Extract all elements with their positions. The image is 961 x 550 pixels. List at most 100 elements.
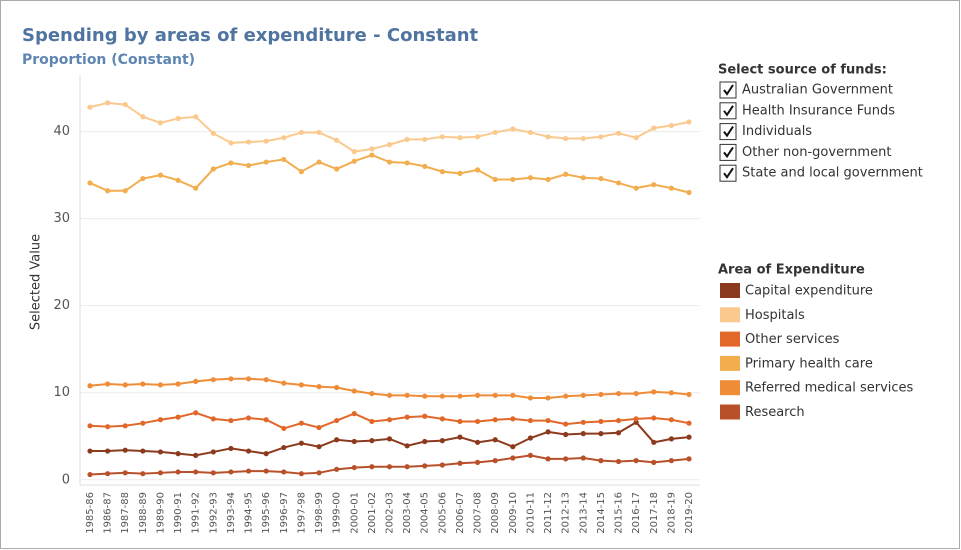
checkmark [723, 167, 734, 179]
point [492, 417, 498, 423]
point [228, 469, 234, 475]
point [281, 135, 287, 141]
point [263, 468, 269, 474]
x-tick-label: 2002-03 [385, 492, 396, 534]
legend-swatch [720, 331, 740, 347]
x-tick-label: 2014-15 [596, 492, 607, 534]
checkbox[interactable] [719, 143, 737, 161]
point [245, 415, 252, 421]
point [492, 437, 498, 443]
x-tick-label: 1986-87 [103, 492, 114, 534]
point [175, 469, 181, 475]
point [281, 469, 287, 475]
x-tick-label: 2005-06 [437, 492, 448, 534]
point [598, 431, 604, 437]
point [422, 136, 428, 143]
point [193, 452, 199, 459]
point [175, 381, 181, 387]
point [633, 416, 639, 422]
point [334, 466, 340, 472]
legend-swatch [720, 404, 740, 420]
point [686, 456, 692, 462]
checkmark [723, 126, 734, 138]
point [563, 135, 569, 142]
point [545, 134, 551, 140]
point [298, 440, 305, 446]
point [193, 378, 199, 385]
point [580, 419, 586, 425]
point [651, 459, 657, 465]
point [122, 101, 128, 108]
point [580, 431, 586, 437]
x-tick-label: 2007-08 [473, 492, 484, 534]
point [263, 417, 269, 423]
point [439, 416, 445, 422]
x-tick-label: 2016-17 [631, 492, 642, 534]
point [316, 129, 322, 136]
point [615, 180, 622, 186]
x-tick-label: 2013-14 [578, 492, 589, 534]
filter-option[interactable]: Health Insurance Funds [742, 103, 895, 118]
point [193, 469, 199, 475]
point [580, 455, 586, 461]
checkbox[interactable] [719, 164, 737, 182]
point [598, 391, 604, 398]
point [140, 420, 146, 426]
x-tick-label: 1995-96 [261, 492, 272, 534]
checkmark [723, 84, 734, 96]
point [386, 142, 393, 148]
point [298, 382, 305, 388]
filter-option[interactable]: Australian Government [742, 83, 893, 98]
point [439, 169, 445, 175]
checkbox[interactable] [719, 81, 737, 99]
point [334, 437, 340, 443]
point [457, 460, 463, 466]
point [210, 166, 216, 172]
point [316, 384, 322, 390]
point [386, 392, 393, 398]
point [474, 167, 481, 173]
filter-option[interactable]: Individuals [742, 124, 812, 139]
point [351, 411, 357, 417]
point [474, 418, 481, 425]
x-tick-label: 2011-12 [543, 492, 554, 534]
point [439, 462, 445, 468]
x-tick-label: 2017-18 [649, 492, 660, 534]
point [140, 175, 146, 182]
point [122, 423, 128, 429]
y-tick-label: 20 [53, 298, 70, 313]
point [210, 470, 216, 476]
point [563, 431, 569, 438]
x-tick-label: 1994-95 [244, 492, 255, 534]
point [527, 435, 534, 441]
filter-option[interactable]: State and local government [742, 166, 923, 181]
legend-swatch [720, 355, 740, 371]
point [457, 170, 463, 176]
point [457, 418, 463, 425]
point [457, 393, 463, 399]
point [651, 182, 657, 188]
point [668, 436, 674, 442]
point [422, 413, 428, 419]
point [193, 114, 199, 120]
point [404, 443, 410, 449]
filter-option[interactable]: Other non-government [742, 145, 891, 160]
checkbox[interactable] [719, 102, 737, 120]
checkbox[interactable] [719, 123, 737, 141]
y-tick-label: 40 [53, 124, 70, 139]
point [298, 169, 305, 175]
x-tick-label: 1991-92 [191, 492, 202, 534]
point [298, 420, 305, 426]
point [686, 434, 692, 440]
point [527, 452, 534, 459]
point [105, 100, 111, 106]
x-tick-label: 1998-99 [314, 492, 325, 534]
x-tick-label: 1989-90 [155, 492, 166, 534]
point [527, 129, 534, 136]
point [263, 138, 269, 144]
point [563, 456, 569, 462]
x-tick-label: 2012-13 [561, 492, 572, 534]
point [334, 384, 340, 391]
x-tick-label: 2001-02 [367, 492, 378, 534]
